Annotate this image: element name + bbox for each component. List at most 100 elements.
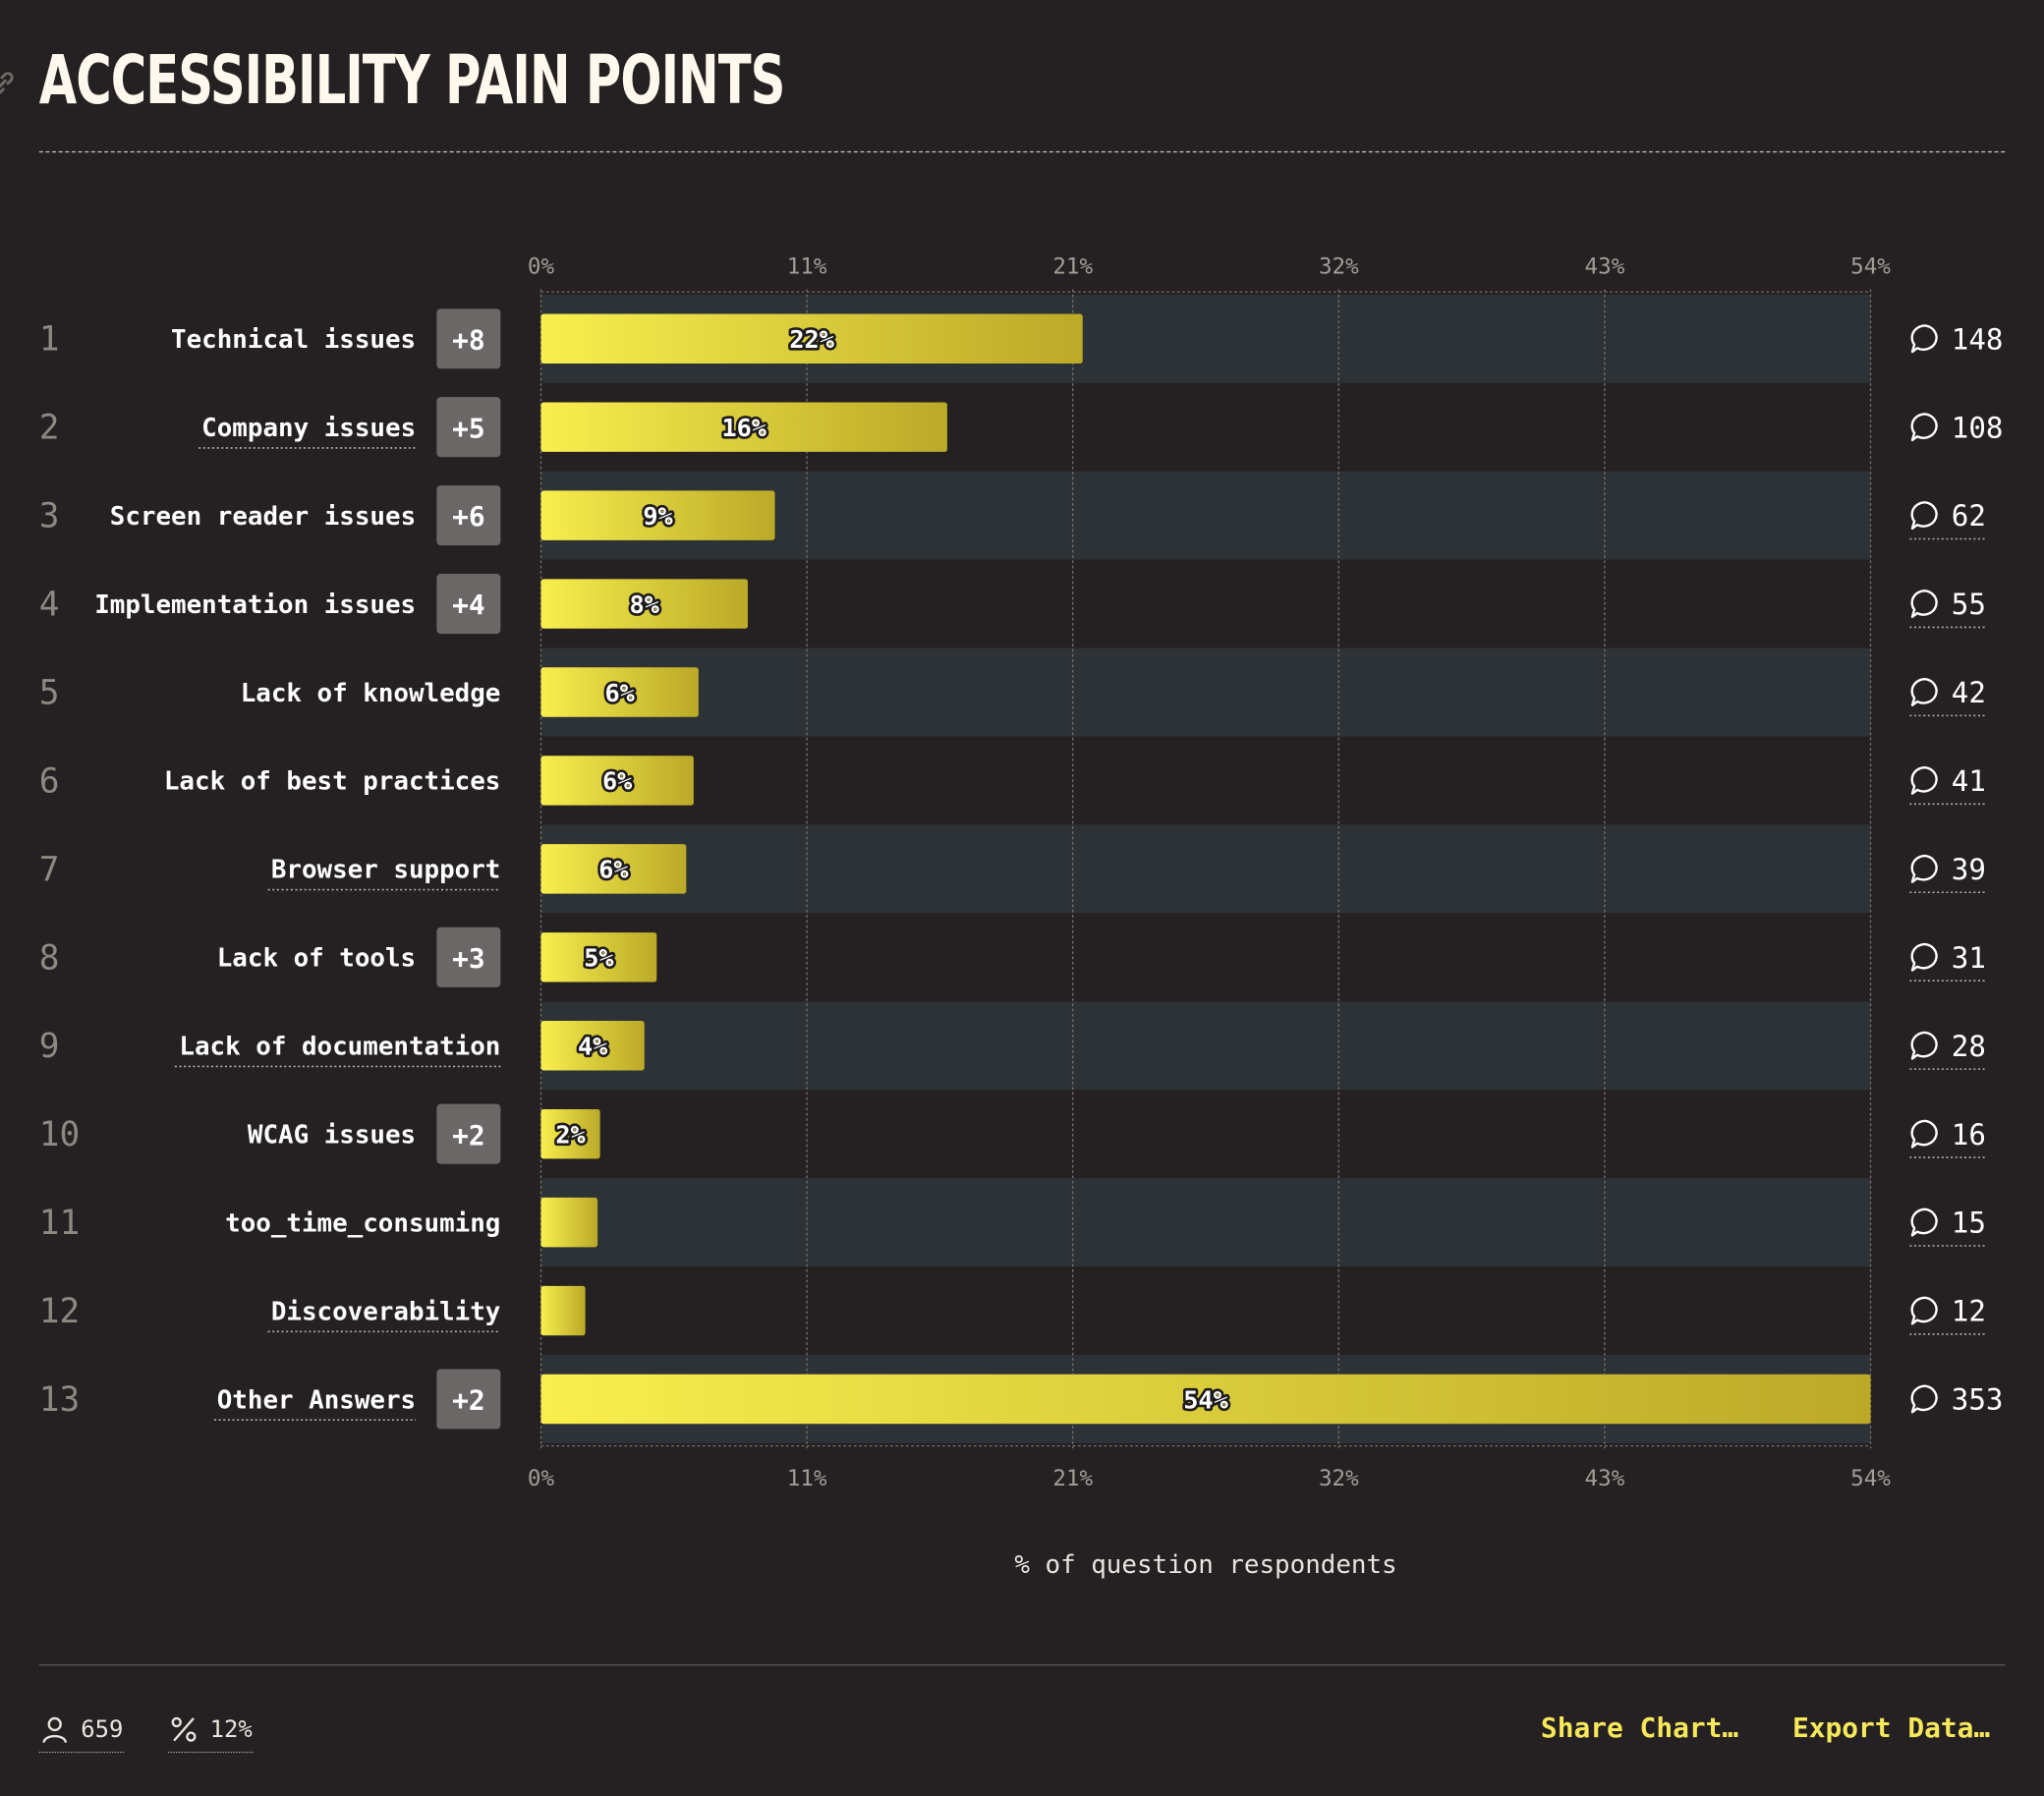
- bar-value-label: 54%: [1183, 1385, 1228, 1414]
- respondents-stat[interactable]: 659: [38, 1710, 124, 1754]
- export-data-button[interactable]: Export Data…: [1791, 1712, 1991, 1744]
- expand-badge-label[interactable]: +5: [452, 412, 485, 444]
- comment-icon: [1910, 854, 1938, 883]
- bar[interactable]: [540, 1108, 600, 1159]
- bar-label[interactable]: Company issues: [201, 414, 416, 443]
- bar-value-label: 6%: [605, 679, 635, 707]
- bar-label[interactable]: Lack of documentation: [179, 1033, 500, 1062]
- chart-title: ACCESSIBILITY PAIN POINTS: [38, 41, 786, 121]
- comment-count[interactable]: 31: [1952, 941, 1986, 975]
- comment-count[interactable]: 41: [1952, 764, 1986, 798]
- bar[interactable]: [540, 844, 687, 894]
- bar[interactable]: [540, 667, 699, 717]
- expand-badge-label[interactable]: +6: [452, 500, 485, 533]
- rank-number: 13: [39, 1380, 81, 1420]
- bar-value-label: 6%: [598, 856, 628, 884]
- comment-count[interactable]: 353: [1952, 1383, 2004, 1417]
- x-tick-label-bottom: 43%: [1585, 1466, 1625, 1491]
- comment-icon: [1910, 1031, 1938, 1060]
- bar-label[interactable]: Other Answers: [217, 1385, 416, 1415]
- expand-badge-label[interactable]: +8: [452, 323, 485, 356]
- expand-badge-label[interactable]: +4: [452, 589, 485, 621]
- bar-value-label: 9%: [643, 502, 672, 531]
- row-band: [540, 824, 1871, 914]
- bar[interactable]: [540, 1197, 598, 1248]
- rank-number: 1: [39, 320, 60, 360]
- x-tick-label-bottom: 32%: [1319, 1466, 1359, 1491]
- user-icon: [42, 1716, 68, 1744]
- expand-badge-label[interactable]: +3: [452, 942, 485, 975]
- comment-count[interactable]: 148: [1952, 322, 2004, 356]
- rank-number: 10: [39, 1115, 81, 1154]
- comment-count[interactable]: 39: [1952, 853, 1986, 886]
- bar-label: Implementation issues: [94, 590, 416, 620]
- bar[interactable]: [540, 1021, 645, 1071]
- link-icon[interactable]: [0, 68, 19, 99]
- comment-icon: [1910, 324, 1938, 354]
- share-chart-button[interactable]: Share Chart…: [1540, 1712, 1739, 1744]
- percent-stat[interactable]: 12%: [168, 1710, 253, 1754]
- expand-badge[interactable]: [436, 574, 501, 635]
- rank-number: 9: [39, 1027, 60, 1066]
- expand-badge[interactable]: [436, 1103, 501, 1164]
- x-tick-label-bottom: 21%: [1052, 1466, 1093, 1491]
- bar-label: WCAG issues: [248, 1120, 416, 1150]
- row-band: [540, 647, 1871, 737]
- expand-badge[interactable]: [436, 1369, 501, 1430]
- rank-number: 6: [39, 761, 60, 801]
- bar-label: Screen reader issues: [110, 502, 416, 532]
- expand-badge[interactable]: [436, 926, 501, 987]
- comment-icon: [1910, 942, 1938, 972]
- comment-icon: [1910, 765, 1938, 795]
- x-axis-label: % of question respondents: [1014, 1550, 1396, 1580]
- expand-badge[interactable]: [436, 309, 501, 369]
- comment-count[interactable]: 62: [1952, 499, 1986, 533]
- rank-number: 2: [39, 409, 60, 448]
- bar[interactable]: [540, 932, 657, 982]
- comment-count[interactable]: 16: [1952, 1118, 1986, 1151]
- bar-value-label: 5%: [584, 944, 613, 973]
- percent-value: 12%: [209, 1715, 253, 1744]
- bar[interactable]: [540, 579, 748, 629]
- comment-icon: [1910, 1384, 1938, 1414]
- bar-label: Lack of tools: [217, 944, 416, 974]
- bar-value-label: 6%: [602, 767, 632, 796]
- bar-label[interactable]: Discoverability: [271, 1297, 501, 1326]
- bar-chart: 0%0%11%11%21%21%32%32%43%43%54%54%1 Techn…: [39, 254, 2004, 1581]
- rank-number: 8: [39, 938, 60, 978]
- comment-count[interactable]: 28: [1952, 1030, 1986, 1063]
- bar[interactable]: [540, 490, 775, 540]
- respondents-count: 659: [81, 1715, 124, 1744]
- bar[interactable]: [540, 313, 1083, 364]
- title-divider: [38, 150, 2006, 153]
- expand-badge-label[interactable]: +2: [452, 1119, 485, 1151]
- rank-number: 3: [39, 497, 60, 536]
- bar[interactable]: [540, 1285, 586, 1336]
- rank-number: 11: [39, 1204, 81, 1243]
- bar-label: Lack of best practices: [164, 767, 501, 797]
- x-tick-label-top: 11%: [787, 254, 827, 280]
- comment-icon: [1910, 589, 1938, 619]
- expand-badge[interactable]: [436, 397, 501, 458]
- bar[interactable]: [540, 1374, 1871, 1425]
- expand-badge-label[interactable]: +2: [452, 1384, 485, 1417]
- bar-label: Lack of knowledge: [241, 679, 501, 708]
- bar[interactable]: [540, 756, 694, 806]
- x-tick-label-top: 54%: [1850, 254, 1891, 280]
- comment-icon: [1910, 413, 1938, 442]
- expand-badge[interactable]: [436, 485, 501, 546]
- comment-count[interactable]: 12: [1952, 1295, 1986, 1328]
- comment-count[interactable]: 55: [1952, 588, 1986, 621]
- bar-value-label: 8%: [630, 590, 659, 619]
- x-tick-label-bottom: 0%: [528, 1466, 555, 1491]
- comment-icon: [1910, 1207, 1938, 1237]
- comment-count[interactable]: 108: [1952, 411, 2004, 444]
- x-tick-label-top: 32%: [1319, 254, 1359, 280]
- comment-count[interactable]: 15: [1952, 1207, 1986, 1240]
- comment-icon: [1910, 1119, 1938, 1149]
- footer-divider: [38, 1663, 2006, 1666]
- rank-number: 12: [39, 1292, 81, 1331]
- comment-count[interactable]: 42: [1952, 676, 1986, 709]
- bar-label[interactable]: Browser support: [271, 856, 501, 885]
- bar[interactable]: [540, 402, 947, 452]
